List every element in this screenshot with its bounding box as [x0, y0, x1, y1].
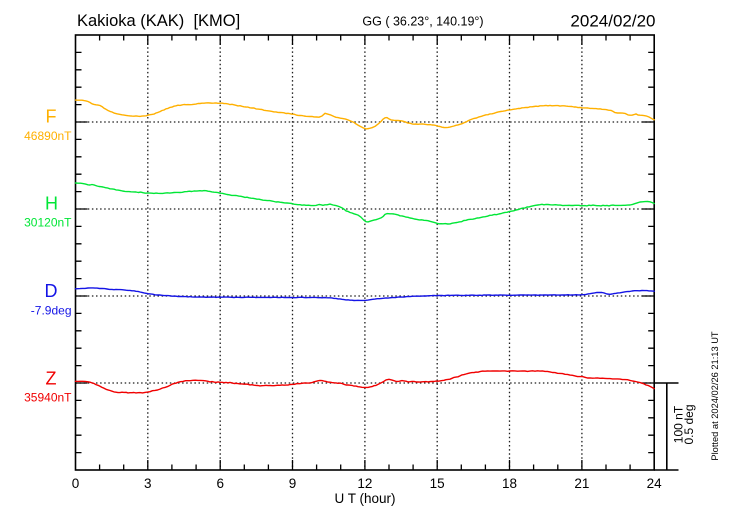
svg-text:100 nT: 100 nT — [672, 405, 686, 443]
svg-text:6: 6 — [216, 476, 224, 491]
svg-text:2024/02/20: 2024/02/20 — [570, 12, 655, 31]
svg-text:F: F — [46, 107, 57, 127]
svg-text:24: 24 — [647, 476, 663, 491]
svg-text:H: H — [45, 194, 58, 214]
svg-text:0: 0 — [72, 476, 80, 491]
svg-text:18: 18 — [502, 476, 517, 491]
svg-text:Kakioka (KAK) [KMO]: Kakioka (KAK) [KMO] — [77, 12, 240, 30]
svg-text:0.5 deg: 0.5 deg — [682, 404, 696, 444]
svg-text:GG ( 36.23°, 140.19°): GG ( 36.23°, 140.19°) — [362, 15, 483, 29]
svg-text:30120nT: 30120nT — [24, 216, 72, 230]
svg-text:15: 15 — [430, 476, 445, 491]
svg-text:21: 21 — [574, 476, 589, 491]
svg-text:9: 9 — [289, 476, 297, 491]
svg-text:46890nT: 46890nT — [24, 129, 72, 143]
svg-text:35940nT: 35940nT — [24, 391, 72, 405]
svg-text:Z: Z — [46, 369, 57, 389]
svg-text:12: 12 — [357, 476, 372, 491]
svg-text:3: 3 — [144, 476, 152, 491]
svg-text:D: D — [45, 281, 58, 301]
svg-text:U T (hour): U T (hour) — [334, 491, 395, 506]
svg-text:Plotted at 2024/02/26 21:13 UT: Plotted at 2024/02/26 21:13 UT — [710, 331, 720, 461]
svg-text:-7.9deg: -7.9deg — [31, 304, 72, 318]
